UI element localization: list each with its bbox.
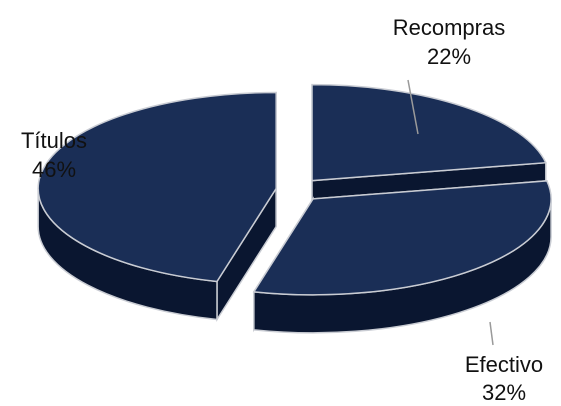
label-recompras-pct: 22% bbox=[427, 44, 471, 69]
leader-line-efectivo bbox=[489, 321, 494, 346]
leader-line-recompras bbox=[407, 79, 419, 135]
label-titulos-name: Títulos bbox=[21, 128, 87, 153]
pie-slice-efectivo bbox=[252, 180, 552, 334]
label-efectivo-name: Efectivo bbox=[465, 352, 543, 377]
pie-slice-titulos bbox=[37, 91, 277, 323]
slice-top-efectivo bbox=[252, 180, 552, 296]
label-efectivo-pct: 32% bbox=[482, 380, 526, 405]
slice-top-titulos bbox=[37, 91, 277, 283]
slice-top-recompras bbox=[311, 83, 547, 182]
pie-slices bbox=[37, 83, 552, 334]
label-titulos-pct: 46% bbox=[32, 157, 76, 182]
label-recompras-name: Recompras bbox=[393, 15, 505, 40]
